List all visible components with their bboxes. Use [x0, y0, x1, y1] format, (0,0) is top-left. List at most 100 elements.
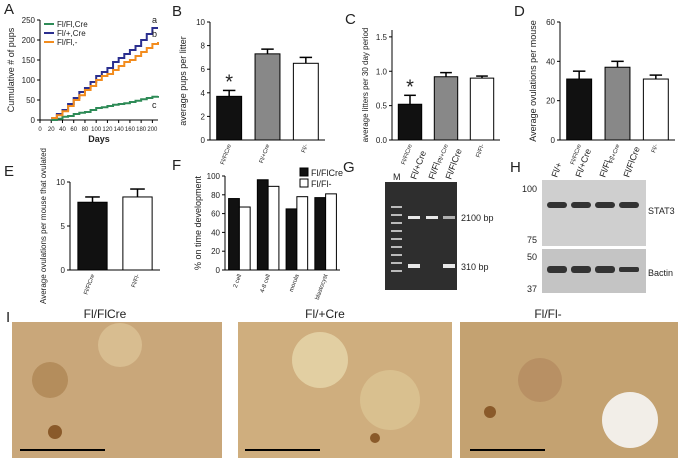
panel-label: F — [172, 157, 181, 174]
y-tick-label: 10 — [196, 18, 205, 27]
legend-label: Fl/+,Cre — [57, 29, 86, 38]
y-tick-label: 100 — [207, 172, 221, 181]
x-tick-label: blastocyst — [315, 273, 330, 300]
x-tick-label: 0 — [38, 127, 42, 133]
image-title: Fl/Fl- — [534, 307, 561, 321]
band-label: 2100 bp — [461, 213, 494, 223]
x-tick-label: Fl/+Cre — [437, 143, 450, 164]
gel-ladder — [391, 206, 402, 272]
y-axis-label: average pups per litter — [178, 36, 188, 126]
x-tick-label: Fl/Fl- — [476, 144, 486, 159]
y-tick-label: 0 — [201, 136, 206, 145]
x-tick-label: Fl/- — [651, 144, 660, 154]
bar — [296, 196, 309, 271]
marker-label: 37 — [527, 284, 537, 294]
band-label: 310 bp — [461, 262, 489, 272]
x-tick-label: 40 — [59, 127, 66, 133]
y-tick-label: 40 — [546, 57, 555, 66]
y-tick-label: 40 — [211, 228, 220, 237]
gel-bands — [408, 216, 455, 268]
y-tick-label: 60 — [211, 210, 220, 219]
x-tick-label: 60 — [70, 127, 77, 133]
protein-label: STAT3 — [648, 206, 675, 216]
panel-label: C — [345, 11, 356, 28]
marker-label: 100 — [522, 184, 537, 194]
y-axis-label: average litters per 30 day period — [361, 28, 370, 143]
lane-label: Fl/+Cre — [408, 149, 428, 180]
gel-image — [385, 182, 457, 290]
panel-label: A — [4, 1, 14, 18]
bar — [228, 198, 240, 271]
panel-label: I — [6, 309, 10, 326]
y-axis-label: Average ovulations per mouse that ovulat… — [39, 148, 48, 304]
x-tick-label: 20 — [48, 127, 55, 133]
legend-label: Fl/Fl,- — [57, 38, 78, 47]
line-series — [51, 95, 159, 121]
legend-swatch — [299, 167, 309, 177]
bar — [77, 201, 108, 271]
bar — [433, 76, 459, 141]
legend-label: Fl/Fl- — [311, 179, 332, 189]
x-tick-label: 180 — [136, 127, 147, 133]
x-tick-label: Fl/+Cre — [259, 143, 272, 164]
x-tick-label: Fl/+Cre — [609, 143, 622, 164]
annotation: * — [406, 76, 414, 98]
bar — [122, 196, 153, 271]
x-tick-label: 80 — [82, 127, 89, 133]
protein-label: Bactin — [648, 268, 673, 278]
y-tick-label: 80 — [211, 191, 220, 200]
bar — [238, 206, 251, 271]
y-tick-label: 200 — [22, 36, 36, 45]
marker-label: 75 — [527, 235, 537, 245]
x-tick-label: 4-8 cell — [260, 274, 272, 294]
y-tick-label: 100 — [22, 76, 36, 85]
x-axis-label: Days — [88, 134, 110, 144]
y-tick-label: 0 — [31, 116, 36, 125]
x-tick-label: 100 — [91, 127, 102, 133]
y-axis-label: % on time development — [193, 175, 203, 270]
y-axis-label: Average ovulations per mouse — [528, 20, 538, 141]
blot-image — [542, 180, 646, 246]
y-tick-label: 20 — [546, 97, 555, 106]
x-tick-label: Fl/Fl- — [131, 274, 141, 289]
y-tick-label: 50 — [26, 96, 35, 105]
y-tick-label: 0 — [551, 136, 556, 145]
y-tick-label: 60 — [546, 18, 555, 27]
bar — [254, 53, 281, 141]
legend-swatch — [299, 178, 309, 188]
panel-label: B — [172, 3, 182, 20]
bar — [267, 185, 280, 271]
bar — [469, 77, 495, 141]
y-tick-label: 1.5 — [376, 33, 388, 42]
y-tick-label: 0 — [61, 266, 66, 275]
bar — [256, 179, 269, 271]
y-tick-label: 10 — [56, 178, 65, 187]
lane-label: M — [393, 172, 401, 182]
y-tick-label: 250 — [22, 16, 36, 25]
bar — [642, 78, 669, 141]
bar — [325, 193, 337, 271]
x-tick-label: Fl/- — [301, 144, 310, 154]
y-tick-label: 0.0 — [376, 136, 388, 145]
image-title: Fl/+Cre — [305, 307, 345, 321]
panel-label: D — [514, 3, 525, 20]
y-tick-label: 20 — [211, 247, 220, 256]
x-tick-label: Fl/FlCre — [83, 273, 96, 296]
x-tick-label: 140 — [114, 127, 125, 133]
y-tick-label: 150 — [22, 56, 36, 65]
y-tick-label: 4 — [201, 89, 206, 98]
histology-image — [12, 322, 678, 458]
bar — [285, 208, 298, 271]
x-tick-label: 160 — [125, 127, 136, 133]
y-tick-label: 5 — [61, 222, 66, 231]
panel-label: E — [4, 163, 14, 180]
bar — [216, 95, 243, 141]
y-axis-label: Cumulative # of pups — [6, 27, 16, 112]
blot-bands — [547, 202, 639, 273]
image-title: Fl/FlCre — [84, 307, 127, 321]
bar — [397, 103, 423, 141]
lane-label: Fl/FlCre — [621, 145, 641, 178]
panel-label: H — [510, 159, 521, 176]
bar — [292, 62, 319, 141]
